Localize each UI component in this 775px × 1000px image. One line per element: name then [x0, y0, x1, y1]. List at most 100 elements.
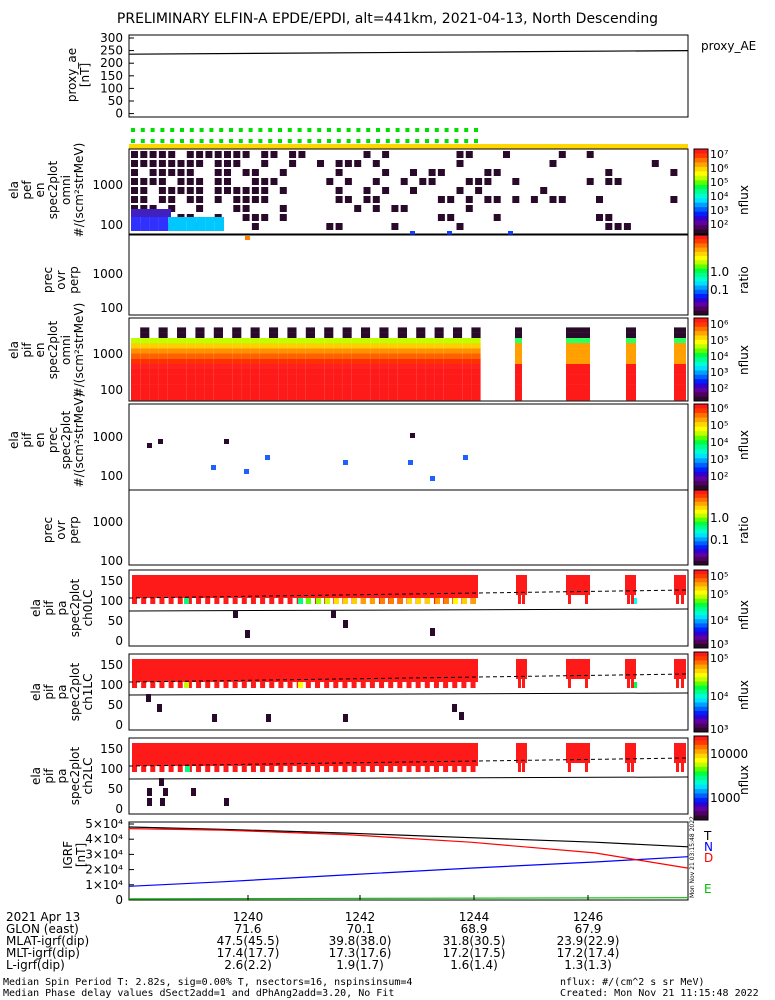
- p1-colorbar-swatch: [694, 189, 708, 195]
- p3-cell: [158, 384, 168, 390]
- p3-cell: [434, 358, 444, 364]
- p1-cell: [168, 196, 176, 203]
- p3-cell: [416, 379, 426, 385]
- p2-colorbar-swatch: [694, 256, 708, 261]
- p8-tooth: [287, 766, 293, 772]
- p3-cell: [177, 384, 187, 390]
- p1-cell: [465, 151, 473, 158]
- p7-block: [132, 659, 478, 682]
- p6-tooth: [278, 598, 284, 604]
- p3-cell: [158, 374, 168, 380]
- p3-cbar-tick: 10⁶: [710, 318, 729, 331]
- p1-cell: [605, 169, 613, 176]
- p7-tooth: [415, 682, 421, 688]
- p3-cell: [204, 332, 214, 338]
- p3-cell: [515, 374, 522, 380]
- p3-cell: [213, 379, 223, 385]
- p3-cell: [315, 348, 325, 354]
- p1-cell: [186, 169, 194, 176]
- p3-cell: [305, 337, 315, 344]
- p3-cell: [361, 374, 371, 380]
- p1-cell: [363, 187, 371, 194]
- igrf-stamp: Mon Nov 21 03:15:48 2022: [689, 816, 696, 898]
- p6-tooth: [316, 598, 321, 604]
- p4-ylabel: ela pif en prec spec2plot #/(scm²strMeV): [7, 392, 86, 488]
- p3-cell: [232, 369, 242, 375]
- p3-cell: [351, 343, 361, 349]
- p3-cell: [351, 384, 361, 390]
- p3-cell: [333, 343, 343, 349]
- p7-tooth: [324, 682, 330, 688]
- p3-cell: [223, 369, 233, 375]
- p1-colorbar-swatch: [694, 171, 708, 177]
- p8-colorbar-swatch: [694, 740, 708, 746]
- flag-green: [219, 128, 224, 132]
- p3-cell: [287, 395, 297, 401]
- p1-cell: [224, 187, 231, 194]
- p3-cell: [407, 358, 417, 364]
- p3-cell: [333, 353, 343, 359]
- p7-tooth: [232, 682, 238, 688]
- p3-cell: [149, 369, 159, 375]
- p3-cell: [416, 395, 426, 401]
- p3-cell: [140, 358, 150, 364]
- p3-cell: [324, 353, 334, 359]
- p3-cell: [259, 337, 269, 344]
- p3-cell: [453, 363, 463, 370]
- p4-dot: [343, 460, 348, 465]
- p3-cell: [158, 369, 168, 375]
- p3-cell: [167, 358, 177, 364]
- p5-colorbar-swatch: [694, 505, 708, 511]
- p8-tooth: [223, 766, 229, 772]
- p6-colorbar-swatch: [694, 586, 708, 592]
- p1-cell: [168, 169, 176, 176]
- p3-cell: [416, 358, 426, 364]
- p3-cell: [462, 327, 472, 333]
- p3-cell: [241, 369, 251, 375]
- p3-cell: [370, 327, 380, 333]
- p3-cell: [186, 353, 196, 359]
- igrf-legend-e: E: [704, 882, 712, 896]
- p3-cell: [140, 379, 150, 385]
- p4-tick-label: 1000: [92, 430, 123, 444]
- flag-green: [376, 139, 380, 143]
- p8-tooth: [214, 766, 220, 772]
- p3-cell: [443, 395, 453, 401]
- ae-line: [128, 50, 689, 55]
- p6-tooth: [380, 598, 385, 604]
- p7-colorbar-swatch: [694, 681, 708, 687]
- p5-colorbar-swatch: [694, 525, 708, 530]
- p1-dot: [245, 236, 250, 240]
- flag-green: [317, 128, 322, 132]
- p7-colorbar-swatch: [694, 727, 708, 733]
- p3-cell: [287, 379, 297, 385]
- p1-colorbar-swatch: [694, 193, 708, 199]
- p3-cell: [425, 358, 435, 364]
- p4-cbar-tick: 10³: [710, 453, 728, 466]
- p3-cell: [626, 379, 636, 385]
- p7-tooth: [522, 679, 525, 688]
- p3-cell: [342, 369, 352, 375]
- p7-block: [625, 659, 636, 679]
- p6-tooth: [250, 598, 256, 604]
- p3-cell: [361, 353, 371, 359]
- p3-cell: [674, 374, 686, 380]
- flag-green: [258, 128, 263, 132]
- p1-cbar-tick: 10²: [710, 218, 728, 231]
- p3-cell: [443, 348, 453, 354]
- p8-colorbar-swatch: [694, 771, 708, 777]
- p7-tooth: [461, 682, 467, 688]
- p3-cell: [278, 353, 288, 359]
- p7-tooth: [360, 682, 366, 688]
- p3-cell: [443, 343, 453, 349]
- p2-tick-label: 100: [100, 301, 123, 315]
- flag-green: [258, 139, 263, 143]
- p1-cell: [158, 151, 166, 158]
- p3-cell: [213, 343, 223, 349]
- p3-cell: [195, 348, 205, 354]
- p1-cell: [447, 214, 455, 221]
- p1-ylabel: ela pef en spec2plot omni #/(scm²strMeV): [7, 142, 86, 238]
- p5-colorbar-swatch: [694, 513, 708, 519]
- p3-cell: [140, 348, 150, 354]
- p3-cbar-tick: 10²: [710, 382, 728, 395]
